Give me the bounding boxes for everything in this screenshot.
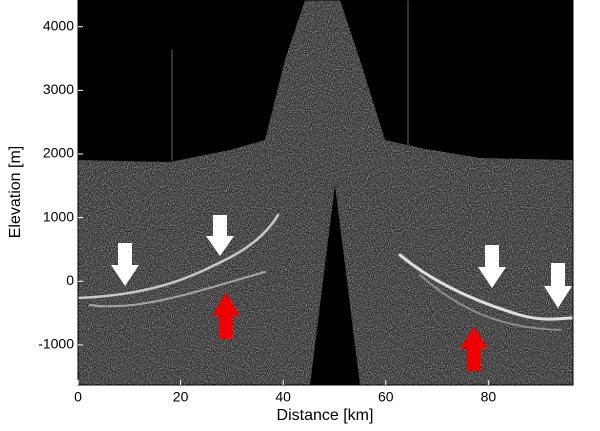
x-tick-label: 0	[74, 389, 82, 405]
white-arrow	[478, 245, 506, 288]
annotations	[111, 215, 572, 370]
red-arrow	[459, 326, 487, 370]
y-tick-label: 2000	[43, 145, 74, 161]
y-tick-label: -1000	[38, 336, 74, 352]
x-tick-label: 60	[378, 389, 394, 405]
y-tick-label: 4000	[43, 17, 74, 33]
y-tick-label: 1000	[43, 208, 74, 224]
y-tick-label: 0	[66, 272, 74, 288]
white-arrow	[111, 243, 139, 286]
white-arrow	[206, 215, 234, 256]
red-arrow	[211, 292, 239, 338]
x-tick-label: 20	[173, 389, 189, 405]
x-axis-label: Distance [km]	[277, 407, 374, 424]
reflectors	[78, 0, 573, 331]
white-arrow	[544, 263, 572, 308]
y-tick-label: 3000	[43, 81, 74, 97]
x-tick-label: 40	[275, 389, 291, 405]
shadow-cone	[310, 185, 360, 385]
radargram	[78, 0, 573, 385]
x-tick-label: 80	[481, 389, 497, 405]
plot-frame	[77, 0, 574, 386]
y-axis-label: Elevation [m]	[7, 146, 24, 238]
